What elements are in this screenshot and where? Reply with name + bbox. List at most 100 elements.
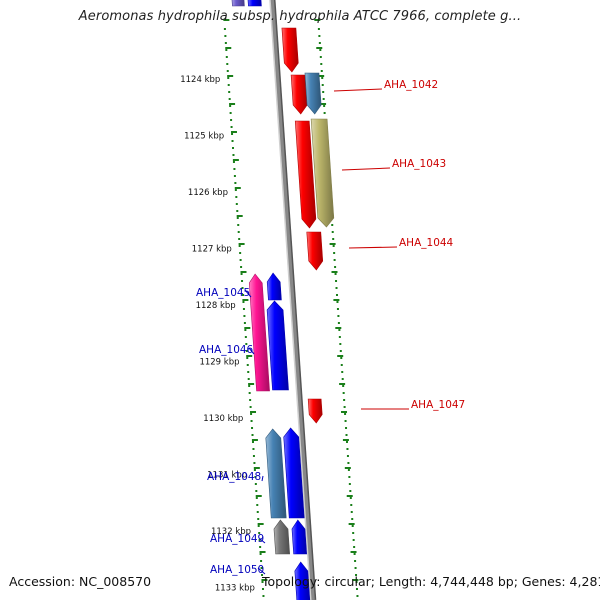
gene-label[interactable]: AHA_1042 [384,79,438,91]
track-dot [239,259,242,261]
gene-label[interactable]: AHA_1043 [392,158,446,170]
track-dot [355,588,358,590]
gene-label[interactable]: AHA_1046 [199,344,254,356]
track-dot [355,574,358,576]
scale-label: 1130 kbp [203,414,243,424]
track-dot [255,497,258,499]
track-dot [338,336,341,338]
gene-feature[interactable] [283,427,305,519]
gene-arrow[interactable] [265,428,287,519]
gene-features[interactable] [231,0,335,600]
gene-feature[interactable] [281,27,299,73]
gene-arrow[interactable] [310,118,335,228]
track-dot [261,581,264,583]
gene-arrow[interactable] [291,519,307,555]
minor-tick [255,495,262,497]
minor-tick [320,103,327,105]
track-dot [342,392,345,394]
track-dot [321,84,324,86]
track-dot [353,546,356,548]
gene-feature[interactable] [294,120,317,229]
minor-tick [248,383,255,385]
gene-feature[interactable] [310,118,335,228]
track-dot [332,238,335,240]
track-dot [247,371,250,373]
minor-tick [346,495,353,497]
minor-tick [339,383,346,385]
gene-feature[interactable] [265,428,287,519]
gene-arrow[interactable] [248,273,270,392]
gene-arrow[interactable] [266,300,289,391]
gene-arrow[interactable] [266,272,282,301]
gene-feature[interactable] [294,561,311,600]
track-dot [238,245,241,247]
scale-label: 1124 kbp [180,75,220,85]
dna-backbone [269,0,317,600]
track-dot [320,63,323,65]
gene-label[interactable]: AHA_1047 [411,399,465,411]
scale-label: 1125 kbp [184,132,224,142]
track-dot [227,77,230,79]
gene-arrow[interactable] [273,519,290,555]
track-dot [323,105,326,107]
gene-feature[interactable] [304,72,322,115]
track-dot [233,168,236,170]
gene-feature[interactable] [266,272,282,301]
track-dot [252,455,255,457]
gene-label[interactable]: AHA_1044 [399,237,454,249]
track-dot [236,210,239,212]
gene-feature[interactable] [231,0,245,7]
track-dot [228,98,231,100]
gene-label[interactable]: AHA_1050 [210,564,264,576]
gene-arrow[interactable] [304,72,322,115]
gene-feature[interactable] [248,273,270,392]
gene-feature[interactable] [266,300,289,391]
gene-feature[interactable] [307,398,323,424]
minor-tick [344,467,351,469]
minor-tick [335,327,342,329]
gene-label[interactable]: AHA_1045 [196,287,250,299]
gene-arrow[interactable] [231,0,245,7]
track-dot [256,504,259,506]
gene-arrow[interactable] [294,120,317,229]
gene-label[interactable]: AHA_1049 [210,533,264,545]
track-dot [226,70,229,72]
track-dot [231,147,234,149]
gene-feature[interactable] [306,231,324,271]
minor-tick [348,523,355,525]
track-dot [355,581,358,583]
minor-tick [230,131,237,133]
gene-feature[interactable] [273,519,290,555]
track-dot [322,91,325,93]
track-dot [339,350,342,352]
gene-label[interactable]: AHA_1048 [207,471,261,483]
track-dot [336,308,339,310]
track-dot [237,224,240,226]
track-dot [345,434,348,436]
gene-arrow[interactable] [306,231,324,271]
scale-ticks: 1124 kbp 1125 kbp 1126 kbp 1127 kbp 1128 kbp… [180,19,359,597]
backbone-line [270,0,315,600]
track-dot [244,336,247,338]
gene-feature[interactable] [290,74,308,115]
minor-tick [253,467,260,469]
track-dot [319,49,322,51]
gene-arrow[interactable] [247,0,262,7]
track-dot [322,98,325,100]
track-dot [353,553,356,555]
minor-tick [329,243,336,245]
track-dot [241,294,244,296]
gene-label-leader [348,246,398,249]
gene-feature[interactable] [247,0,262,7]
gene-arrow[interactable] [307,398,323,424]
track-dot [246,357,249,359]
gene-arrow[interactable] [281,27,299,73]
gene-arrow[interactable] [290,74,308,115]
track-dot [331,224,334,226]
track-dot [259,553,262,555]
gene-arrow[interactable] [283,427,305,519]
gene-feature[interactable] [291,519,307,555]
minor-tick [316,47,323,49]
gene-arrow[interactable] [294,561,311,600]
minor-tick [337,355,344,357]
